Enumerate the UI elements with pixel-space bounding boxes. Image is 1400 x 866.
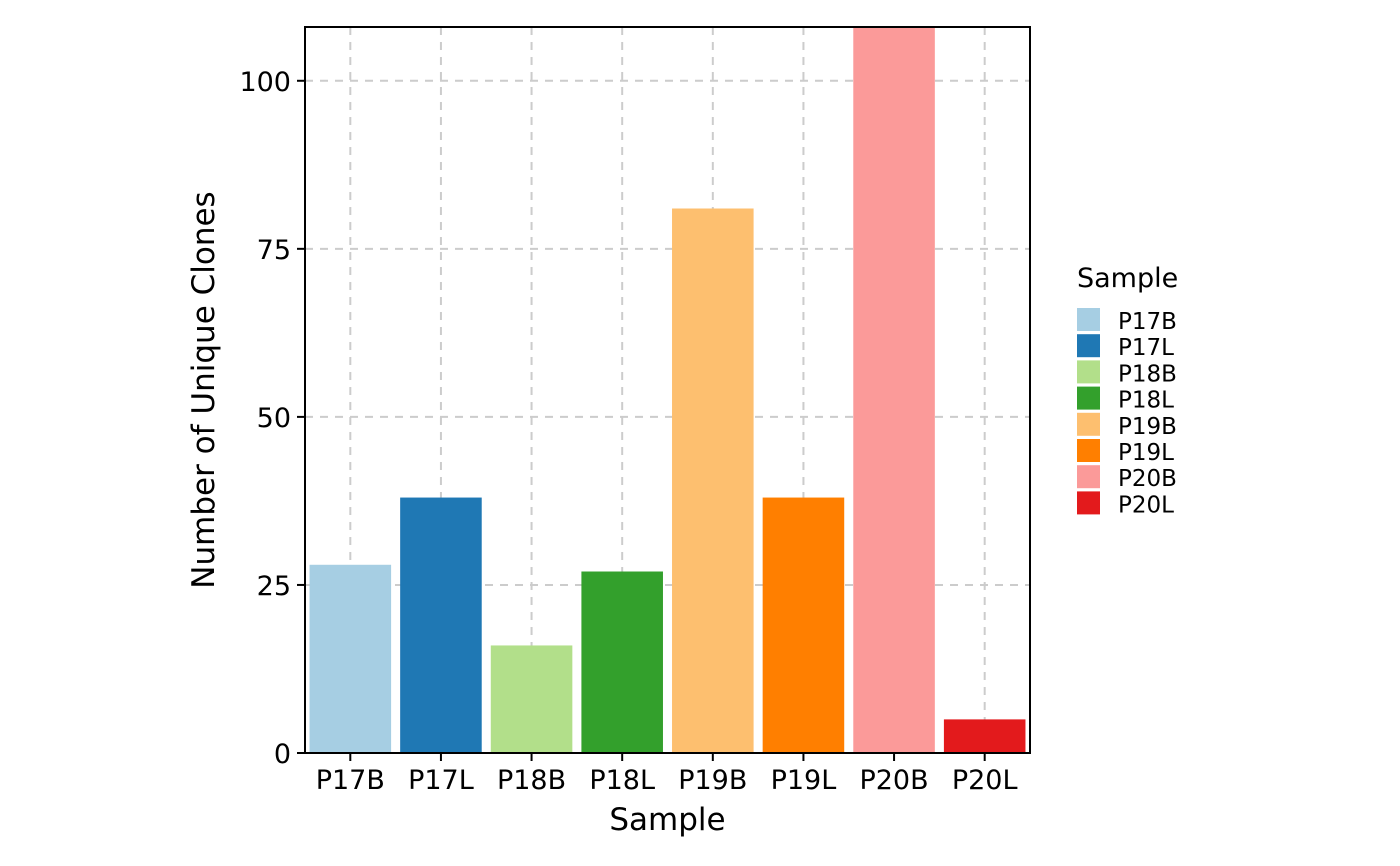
legend-label: P17L [1118,335,1174,361]
bar-p19b [672,208,754,753]
y-tick-label: 75 [257,235,291,266]
legend-label: P18B [1118,361,1177,387]
legend-label: P18L [1118,388,1174,414]
bar-p20b [853,27,935,753]
y-axis-label: Number of Unique Clones [186,191,222,588]
x-tick-label: P20B [859,765,928,796]
x-tick-label: P18L [589,765,655,796]
legend-key-p17l [1077,334,1100,358]
legend-label: P20B [1118,466,1177,492]
x-tick-label: P19L [771,765,837,796]
legend-key-p19b [1077,412,1100,436]
x-axis: P17B P17L P18B P18L P19B P19L P20B P20L [316,753,1018,796]
legend-label: P17B [1118,309,1177,335]
y-tick-label: 0 [274,739,291,770]
x-tick-label: P17L [408,765,474,796]
bar-p20l [943,719,1026,753]
legend-title: Sample [1077,263,1178,294]
bar-p18b [490,645,573,753]
bars [309,27,1026,753]
x-tick-label: P17B [316,765,385,796]
y-tick-label: 50 [257,403,291,434]
bar-p17l [400,497,482,753]
bar-p19l [762,497,845,753]
bar-p17b [309,564,392,753]
bar-p18l [581,571,663,753]
x-axis-label: Sample [609,802,725,838]
x-tick-label: P18B [497,765,566,796]
legend-label: P19L [1118,440,1174,466]
y-tick-label: 100 [239,67,291,98]
legend-key-p19l [1077,439,1100,462]
y-tick-label: 25 [257,571,291,602]
legend-key-p20l [1077,491,1100,515]
legend-key-p17b [1077,308,1100,331]
x-tick-label: P19B [678,765,747,796]
legend-label: P20L [1118,492,1174,518]
x-tick-label: P20L [952,765,1018,796]
legend-key-p20b [1077,465,1100,489]
legend-key-p18l [1077,386,1100,410]
legend-label: P19B [1118,414,1177,440]
plot-panel-border [304,26,1031,754]
legend-key-p18b [1077,360,1100,384]
y-axis: 0 25 50 75 100 [239,67,305,770]
